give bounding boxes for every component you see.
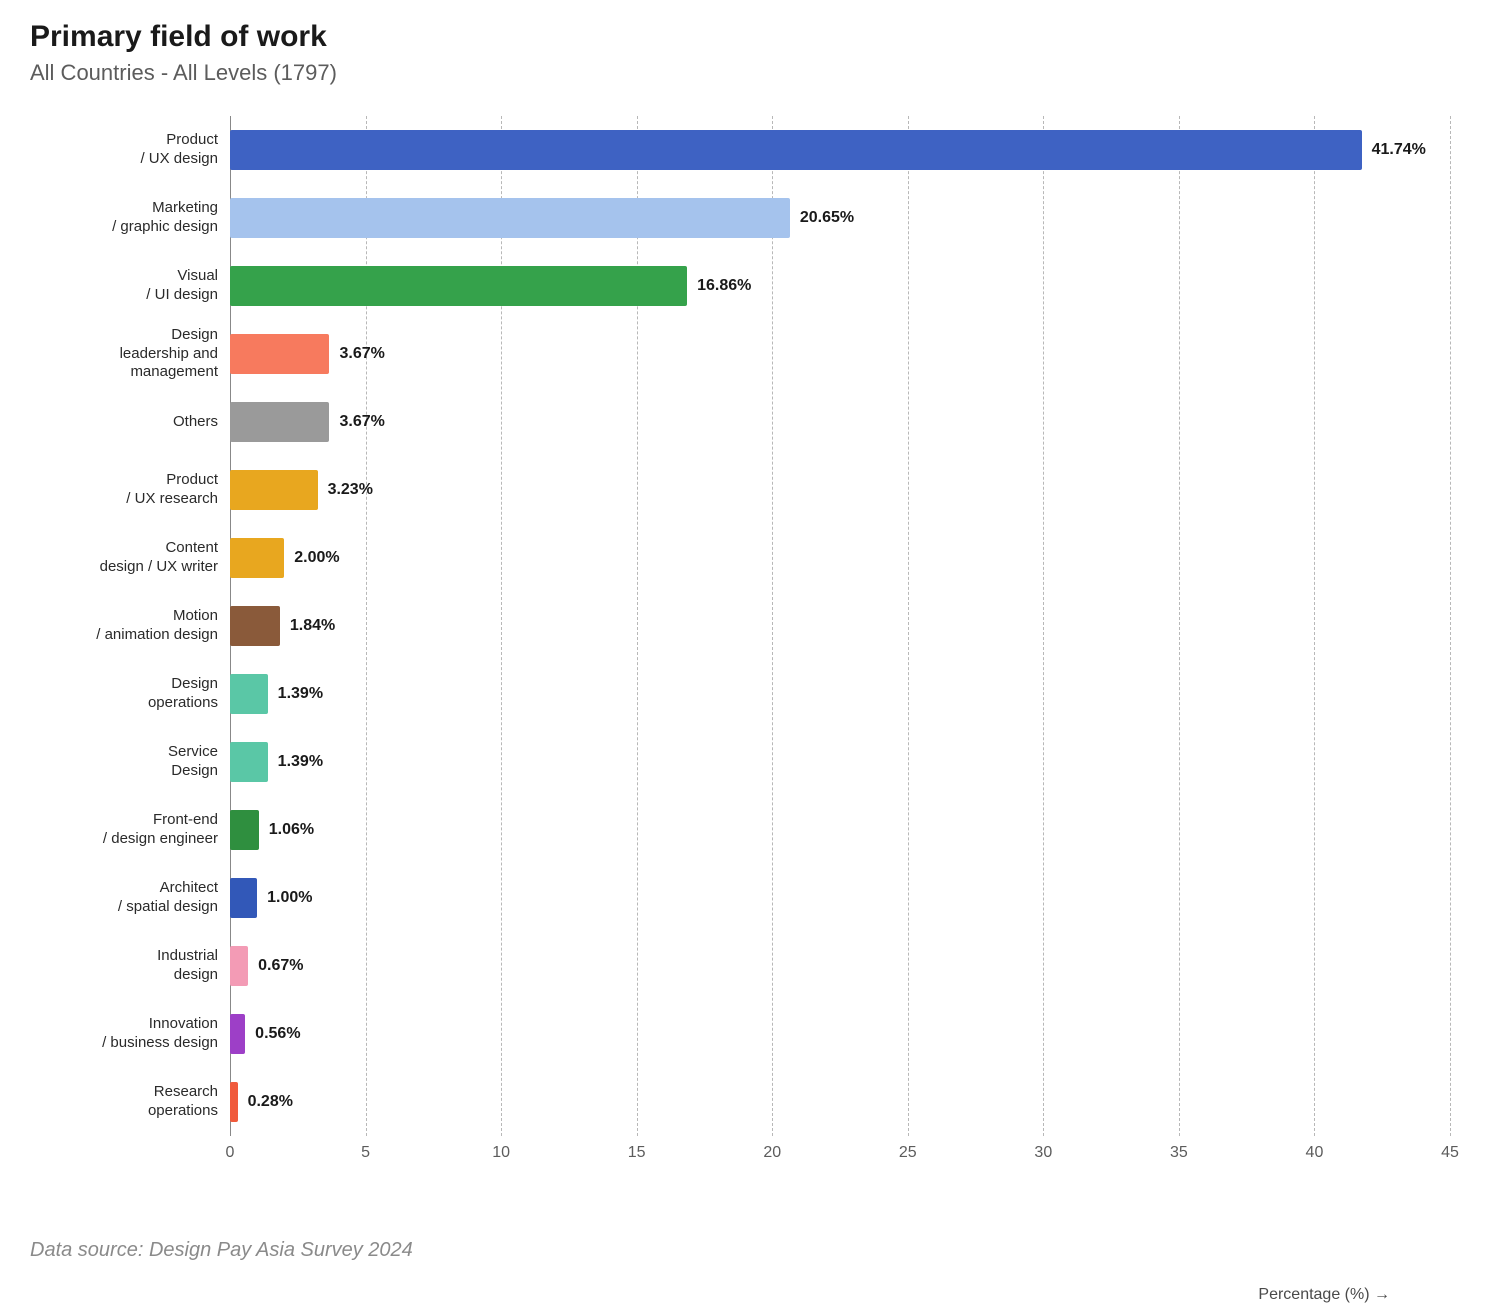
- value-label: 1.06%: [269, 821, 314, 839]
- bar-row: Industrial design0.67%: [230, 932, 1450, 1000]
- category-label: Front-end / design engineer: [28, 811, 218, 849]
- bar: [230, 742, 268, 782]
- x-tick-label: 45: [1441, 1144, 1459, 1162]
- category-label: Design leadership and management: [28, 326, 218, 382]
- x-tick-label: 25: [899, 1144, 917, 1162]
- bar-row: Design operations1.39%: [230, 660, 1450, 728]
- bar: [230, 946, 248, 986]
- bar-row: Visual / UI design16.86%: [230, 252, 1450, 320]
- category-label: Service Design: [28, 743, 218, 781]
- category-label: Product / UX design: [28, 131, 218, 169]
- bar-row: Content design / UX writer2.00%: [230, 524, 1450, 592]
- x-tick-label: 40: [1306, 1144, 1324, 1162]
- category-label: Content design / UX writer: [28, 539, 218, 577]
- category-label: Marketing / graphic design: [28, 199, 218, 237]
- x-tick-label: 15: [628, 1144, 646, 1162]
- bar-row: Design leadership and management3.67%: [230, 320, 1450, 388]
- value-label: 1.00%: [267, 889, 312, 907]
- value-label: 3.23%: [328, 481, 373, 499]
- value-label: 20.65%: [800, 209, 854, 227]
- x-axis-title: Percentage (%) →: [1258, 1286, 1390, 1304]
- bar-row: Others3.67%: [230, 388, 1450, 456]
- bar: [230, 538, 284, 578]
- bar: [230, 878, 257, 918]
- bar: [230, 198, 790, 238]
- x-tick-label: 5: [361, 1144, 370, 1162]
- x-tick-label: 30: [1034, 1144, 1052, 1162]
- bar: [230, 130, 1362, 170]
- bar: [230, 1082, 238, 1122]
- bar-row: Architect / spatial design1.00%: [230, 864, 1450, 932]
- value-label: 1.84%: [290, 617, 335, 635]
- bar-row: Product / UX research3.23%: [230, 456, 1450, 524]
- x-tick-label: 0: [226, 1144, 235, 1162]
- x-tick-label: 10: [492, 1144, 510, 1162]
- value-label: 0.28%: [248, 1093, 293, 1111]
- category-label: Research operations: [28, 1083, 218, 1121]
- category-label: Innovation / business design: [28, 1015, 218, 1053]
- chart-page: Primary field of work All Countries - Al…: [0, 0, 1500, 1292]
- category-label: Industrial design: [28, 947, 218, 985]
- chart-title: Primary field of work: [30, 20, 1470, 54]
- bar-row: Motion / animation design1.84%: [230, 592, 1450, 660]
- value-label: 1.39%: [278, 753, 323, 771]
- gridline: [1450, 116, 1451, 1136]
- bar: [230, 266, 687, 306]
- bar: [230, 606, 280, 646]
- bar: [230, 334, 329, 374]
- chart-subtitle: All Countries - All Levels (1797): [30, 60, 1470, 86]
- bar: [230, 402, 329, 442]
- value-label: 2.00%: [294, 549, 339, 567]
- plot-area: 051015202530354045Product / UX design41.…: [230, 116, 1450, 1136]
- data-source-caption: Data source: Design Pay Asia Survey 2024: [30, 1239, 413, 1262]
- category-label: Design operations: [28, 675, 218, 713]
- bar-row: Marketing / graphic design20.65%: [230, 184, 1450, 252]
- value-label: 3.67%: [339, 413, 384, 431]
- bar: [230, 674, 268, 714]
- category-label: Others: [28, 413, 218, 432]
- category-label: Product / UX research: [28, 471, 218, 509]
- x-tick-label: 20: [763, 1144, 781, 1162]
- bar: [230, 1014, 245, 1054]
- value-label: 3.67%: [339, 345, 384, 363]
- value-label: 41.74%: [1372, 141, 1426, 159]
- x-tick-label: 35: [1170, 1144, 1188, 1162]
- category-label: Architect / spatial design: [28, 879, 218, 917]
- value-label: 0.67%: [258, 957, 303, 975]
- bar-row: Research operations0.28%: [230, 1068, 1450, 1136]
- chart-area: 051015202530354045Product / UX design41.…: [230, 116, 1430, 1136]
- category-label: Motion / animation design: [28, 607, 218, 645]
- bar: [230, 470, 318, 510]
- bar-row: Product / UX design41.74%: [230, 116, 1450, 184]
- bar-row: Innovation / business design0.56%: [230, 1000, 1450, 1068]
- category-label: Visual / UI design: [28, 267, 218, 305]
- bar-row: Front-end / design engineer1.06%: [230, 796, 1450, 864]
- value-label: 1.39%: [278, 685, 323, 703]
- bar-row: Service Design1.39%: [230, 728, 1450, 796]
- bar: [230, 810, 259, 850]
- value-label: 16.86%: [697, 277, 751, 295]
- value-label: 0.56%: [255, 1025, 300, 1043]
